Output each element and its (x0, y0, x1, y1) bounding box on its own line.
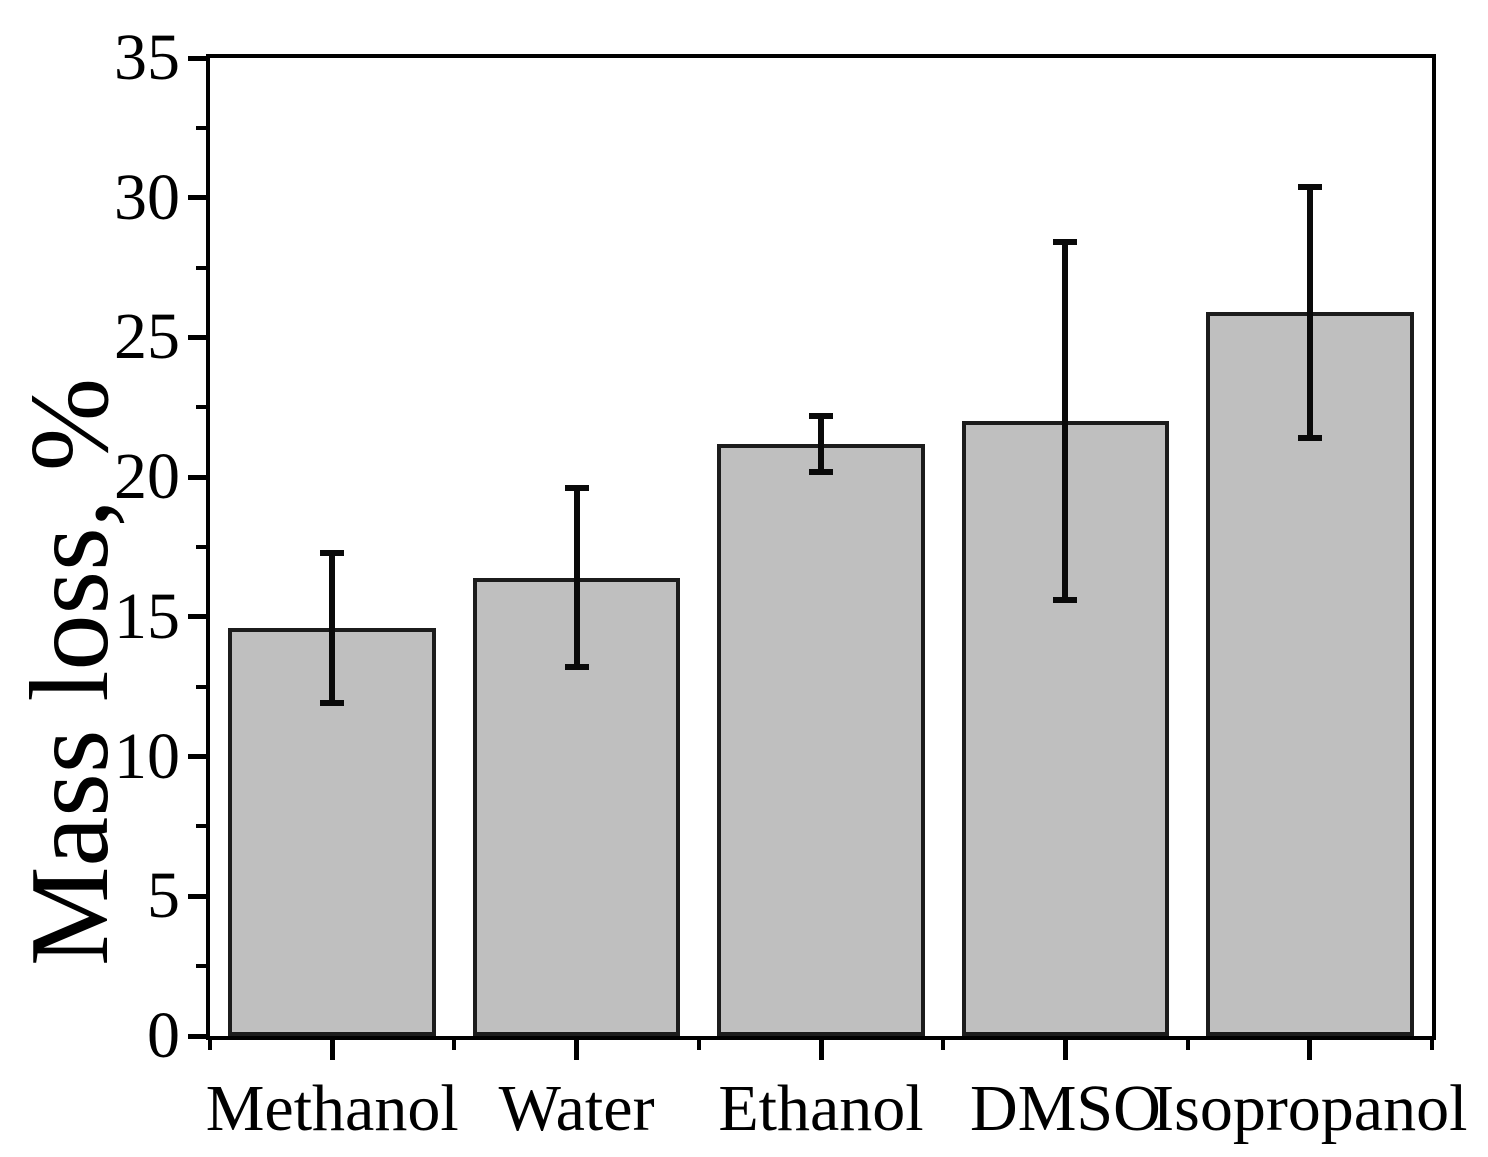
error-bar-dmso (1062, 242, 1069, 601)
x-tick-label-water: Water (498, 1072, 655, 1145)
x-major-tick (1062, 1040, 1068, 1060)
y-minor-tick (196, 824, 206, 829)
y-minor-tick (196, 405, 206, 410)
x-major-tick (574, 1040, 580, 1060)
x-major-tick (1307, 1040, 1313, 1060)
y-minor-tick (196, 265, 206, 270)
x-minor-tick (1430, 1040, 1434, 1050)
y-tick-label: 35 (114, 21, 180, 94)
error-cap-top-dmso (1053, 239, 1078, 246)
y-tick-label: 30 (114, 160, 180, 234)
error-bar-methanol (329, 552, 336, 704)
x-minor-tick (452, 1040, 457, 1050)
y-major-tick (188, 754, 206, 760)
x-minor-tick (1185, 1040, 1190, 1050)
y-major-tick (188, 334, 206, 340)
y-minor-tick (196, 964, 206, 969)
x-minor-tick (941, 1040, 946, 1050)
x-tick-label-ethanol: Ethanol (718, 1072, 924, 1145)
error-cap-bottom-water (564, 664, 589, 671)
error-cap-bottom-dmso (1053, 597, 1078, 604)
y-tick-label: 20 (114, 440, 180, 514)
error-cap-top-water (564, 485, 589, 492)
y-major-tick (188, 1033, 206, 1039)
y-minor-tick (196, 684, 206, 689)
error-cap-bottom-isopropanol (1297, 435, 1322, 442)
x-tick-label-dmso: DMSO (970, 1072, 1161, 1145)
error-bar-isopropanol (1306, 186, 1313, 439)
error-cap-top-ethanol (809, 412, 833, 419)
x-tick-label-isopropanol: Isopropanol (1152, 1072, 1468, 1145)
y-minor-tick (196, 125, 206, 130)
error-cap-top-isopropanol (1297, 183, 1322, 190)
x-minor-tick (208, 1040, 212, 1050)
y-major-tick (188, 195, 206, 201)
error-bar-water (573, 488, 580, 668)
error-cap-top-methanol (320, 549, 345, 556)
x-major-tick (329, 1040, 335, 1060)
bar-isopropanol (1205, 312, 1414, 1036)
y-major-tick (188, 614, 206, 620)
x-major-tick (818, 1040, 824, 1060)
plot-area: 0 5 10 15 20 25 30 35 Methanol Water Ethanol DMSO Is… (114, 25, 1467, 1142)
y-tick-label: 0 (147, 999, 180, 1072)
y-tick-label: 15 (114, 579, 180, 653)
y-major-tick (188, 474, 206, 480)
y-minor-tick (196, 545, 206, 549)
y-major-tick (188, 893, 206, 899)
error-cap-bottom-ethanol (809, 468, 833, 475)
x-minor-tick (696, 1040, 701, 1050)
error-cap-bottom-methanol (320, 700, 345, 707)
y-tick-label: 10 (114, 719, 180, 793)
error-bar-ethanol (818, 415, 824, 472)
x-tick-label-methanol: Methanol (205, 1072, 459, 1145)
y-tick-label: 5 (147, 859, 180, 933)
y-tick-label: 25 (114, 300, 180, 374)
y-major-tick (188, 55, 206, 61)
bar-ethanol (717, 443, 925, 1036)
